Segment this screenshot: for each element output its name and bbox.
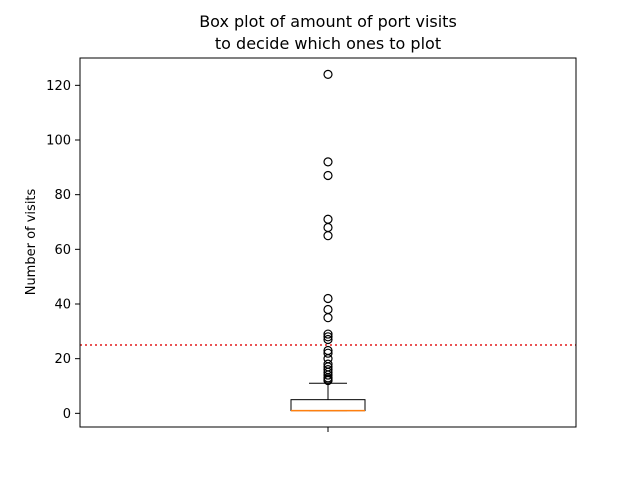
outlier-point <box>323 69 333 80</box>
y-tick-label: 80 <box>54 188 71 203</box>
chart-title-line-1: Box plot of amount of port visits <box>199 12 457 31</box>
y-tick-label: 120 <box>46 79 71 94</box>
outlier-point <box>323 365 333 375</box>
outlier-point <box>323 345 333 356</box>
outlier-point <box>323 157 333 167</box>
y-tick-label: 20 <box>54 352 71 367</box>
box-iqr <box>290 399 366 412</box>
outlier-point <box>323 170 333 181</box>
outlier-point <box>323 222 333 233</box>
outlier-point <box>323 214 333 224</box>
outlier-point <box>323 359 333 369</box>
outlier-point <box>323 231 333 241</box>
outlier-point <box>323 329 333 339</box>
outlier-point <box>323 293 333 304</box>
y-axis-label: Number of visits <box>24 188 39 295</box>
outlier-point <box>323 334 333 345</box>
outlier-point <box>323 304 333 315</box>
y-axis: 0 20 40 60 80 100 120 <box>46 79 80 422</box>
plot-area <box>80 69 576 412</box>
chart-title-line-2: to decide which ones to plot <box>215 34 441 53</box>
y-tick-label: 100 <box>46 134 71 149</box>
y-tick-label: 60 <box>54 243 71 258</box>
outlier-point <box>323 332 333 342</box>
y-tick-label: 40 <box>54 298 71 313</box>
outlier-point <box>323 313 333 323</box>
y-tick-label: 0 <box>63 407 71 422</box>
outlier-point <box>323 348 333 358</box>
